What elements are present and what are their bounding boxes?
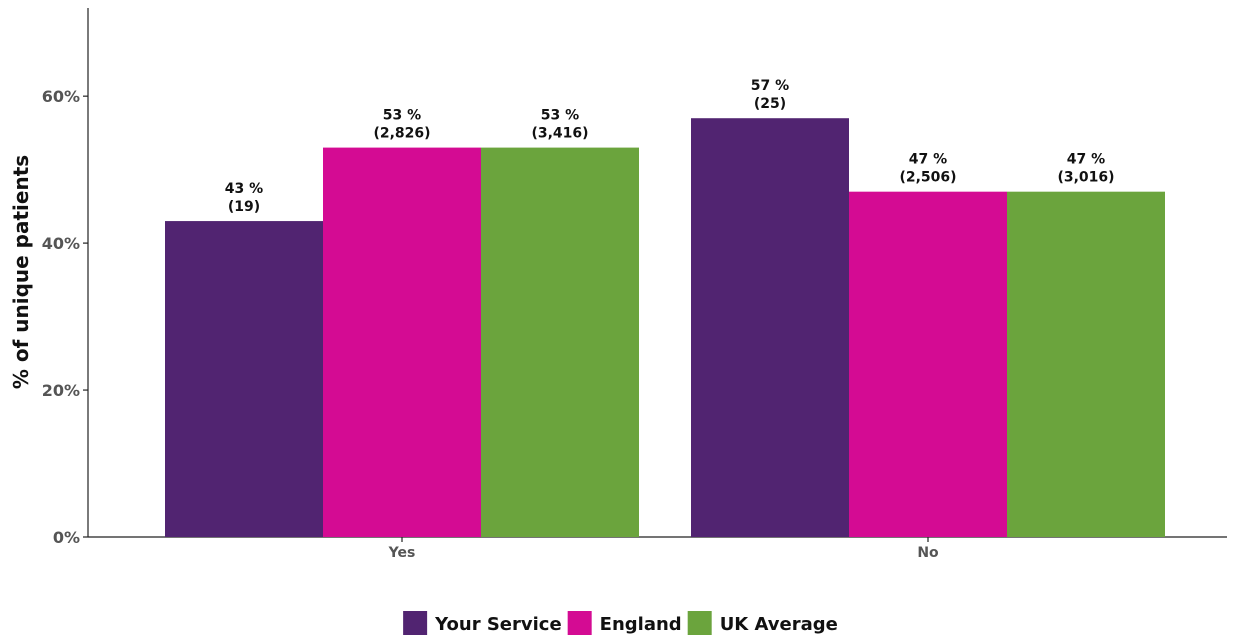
legend-label: England <box>600 614 682 635</box>
bar-count-label: (25) <box>754 96 786 112</box>
legend-label: Your Service <box>434 614 562 635</box>
x-tick-label: Yes <box>388 545 416 561</box>
bar-value-label: 53 % <box>383 108 421 124</box>
legend-label: UK Average <box>720 614 838 635</box>
legend: Your Service England UK Average <box>403 611 838 635</box>
bar-value-label: 53 % <box>541 108 579 124</box>
legend-swatch <box>687 611 712 635</box>
bar-labels-group: 43 % (19) 53 % (2,826) 53 % (3,416) 57 % (25) 47… <box>225 78 1115 215</box>
legend-item: England <box>567 611 682 635</box>
bar-value-label: 43 % <box>225 181 263 197</box>
legend-swatch <box>403 611 428 635</box>
bar-count-label: (3,416) <box>531 126 588 142</box>
y-tick-label: 60% <box>42 87 80 106</box>
bar <box>165 221 323 537</box>
legend-item: Your Service <box>403 611 562 635</box>
bar <box>691 118 849 537</box>
x-tick-label: No <box>917 545 939 561</box>
y-tick-label: 20% <box>42 381 80 400</box>
y-tick-label: 0% <box>53 528 80 547</box>
bar <box>481 147 639 537</box>
bar-value-label: 47 % <box>909 152 947 168</box>
bar <box>849 191 1007 538</box>
legend-swatch <box>567 611 592 635</box>
bar-count-label: (3,016) <box>1057 170 1114 186</box>
bar-value-label: 47 % <box>1067 152 1105 168</box>
bar <box>323 147 481 537</box>
y-tick-label: 40% <box>42 234 80 253</box>
bars-group <box>165 118 1165 538</box>
legend-item: UK Average <box>687 611 838 635</box>
bar-count-label: (19) <box>228 199 260 215</box>
bar-value-label: 57 % <box>751 78 789 94</box>
bar <box>1007 191 1165 538</box>
y-axis-title: % of unique patients <box>9 155 33 389</box>
bar-count-label: (2,506) <box>899 170 956 186</box>
bar-count-label: (2,826) <box>373 126 430 142</box>
